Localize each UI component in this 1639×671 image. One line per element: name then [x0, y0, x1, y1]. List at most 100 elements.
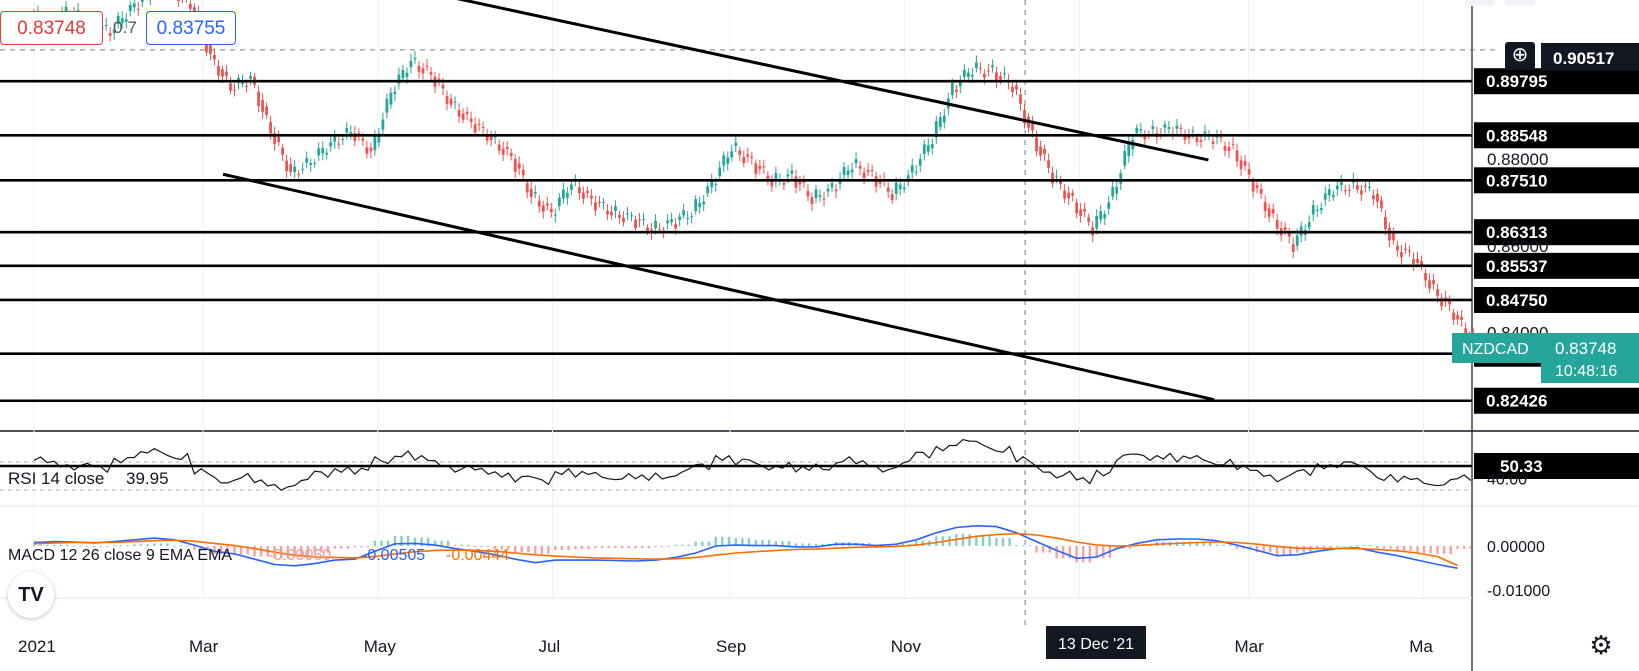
candle-body	[257, 91, 260, 106]
macd-histogram-bar	[1088, 546, 1092, 563]
candle-body	[1428, 280, 1431, 289]
candle-body	[658, 229, 661, 231]
macd-histogram-bar	[179, 545, 183, 547]
candle-body	[1243, 160, 1247, 166]
top-control-right[interactable]	[1505, 0, 1535, 6]
macd-histogram-bar	[981, 535, 985, 546]
channel-lines[interactable]	[222, 0, 1215, 402]
gear-icon[interactable]: ⚙	[1589, 630, 1613, 660]
macd-histogram-bar	[1342, 546, 1346, 547]
macd-histogram-bar	[1336, 546, 1339, 547]
candle-body	[999, 76, 1002, 80]
macd-histogram-bar	[1469, 546, 1472, 549]
price-axis[interactable]: 0.880000.860000.8400040.000.00000-0.0100…	[1487, 150, 1550, 600]
macd-histogram-bar	[72, 545, 76, 547]
candle-body	[1191, 130, 1195, 132]
macd-histogram-bar	[420, 537, 423, 546]
candle-body	[265, 106, 268, 115]
candle-body	[934, 121, 938, 138]
macd-histogram-bar	[587, 546, 590, 550]
candle-body	[1424, 273, 1427, 281]
candle-body	[553, 214, 557, 216]
macd-histogram-bar	[507, 546, 510, 550]
macd-histogram-bar	[1222, 544, 1225, 546]
macd-histogram-bar	[634, 546, 637, 549]
macd-histogram-bar	[1068, 546, 1071, 559]
candle-body	[1331, 195, 1335, 198]
candle-body	[313, 162, 317, 164]
candle-body	[473, 124, 477, 133]
candle-body	[710, 179, 714, 188]
candle-body	[766, 175, 770, 181]
candle-body	[301, 168, 305, 170]
macd-histogram-bar	[1442, 546, 1446, 554]
candle-body	[1083, 208, 1087, 212]
macd-histogram-bar	[1262, 546, 1265, 553]
candle-body	[517, 163, 521, 169]
macd-histogram-bar	[159, 543, 163, 546]
candle-body	[489, 136, 493, 141]
candle-body	[233, 89, 236, 91]
candle-body	[1408, 250, 1411, 252]
macd-histogram-bar	[1269, 546, 1272, 553]
candle-body	[1047, 160, 1050, 168]
candle-body	[806, 190, 810, 197]
macd-histogram-bar	[921, 540, 925, 546]
macd-histogram-bar	[467, 544, 470, 546]
candle-body	[353, 133, 357, 141]
macd-histogram-bar	[1188, 541, 1192, 546]
candle-body	[549, 209, 553, 212]
macd-histogram-bar	[707, 541, 711, 546]
candle-body	[365, 147, 369, 154]
time-axis[interactable]: 2021MarMayJulSepNov2022MarMa	[18, 637, 1433, 656]
candle-body	[886, 187, 890, 192]
candle-body	[1347, 189, 1351, 191]
candle-body	[646, 227, 649, 232]
candle-body	[995, 72, 998, 82]
macd-histogram-bar	[45, 544, 49, 546]
level-label-bg	[1474, 167, 1639, 194]
macd-histogram-bar	[1322, 546, 1326, 549]
candle-body	[1323, 193, 1327, 200]
macd-histogram-bar	[534, 546, 537, 554]
candle-body	[906, 175, 910, 181]
tradingview-logo-icon[interactable]: TV	[8, 572, 54, 618]
macd-histogram-bar	[226, 546, 229, 554]
candle-body	[786, 174, 790, 177]
candle-body	[1367, 187, 1371, 189]
candle-body	[1315, 209, 1319, 212]
candle-body	[485, 135, 489, 141]
plus-circle-icon[interactable]: ⊕	[1505, 42, 1535, 70]
macd-histogram-bar	[373, 540, 377, 546]
candle-body	[1123, 150, 1127, 166]
candle-body	[1271, 209, 1275, 214]
macd-histogram-bar	[393, 535, 397, 546]
candle-body	[602, 202, 605, 204]
macd-histogram-bar	[807, 543, 811, 546]
candle-body	[642, 219, 645, 221]
ask-price[interactable]: 0.83755	[146, 11, 236, 45]
candle-body	[738, 150, 742, 155]
top-control-left[interactable]	[1465, 0, 1495, 6]
candle-body	[229, 83, 232, 91]
candle-body	[1031, 122, 1034, 131]
rsi-axis-label: 40.00	[1487, 471, 1527, 488]
candle-body	[870, 169, 874, 171]
candle-body	[1263, 202, 1267, 212]
time-tick-label: Sep	[716, 637, 746, 656]
candle-body	[1163, 124, 1167, 128]
macd-histogram-bar	[1356, 545, 1359, 547]
macd-histogram-bar	[1369, 545, 1372, 547]
candle-body	[622, 217, 625, 222]
candle-body	[413, 57, 417, 60]
macd-histogram-bar	[360, 546, 363, 548]
candle-body	[1055, 175, 1058, 177]
symbol-tag[interactable]	[1452, 333, 1542, 363]
candle-body	[1371, 195, 1375, 200]
candle-body	[445, 96, 449, 104]
candle-body	[1460, 316, 1464, 320]
bid-price[interactable]: 0.83748	[0, 11, 103, 45]
candle-body	[1432, 280, 1435, 285]
candle-body	[782, 182, 786, 185]
